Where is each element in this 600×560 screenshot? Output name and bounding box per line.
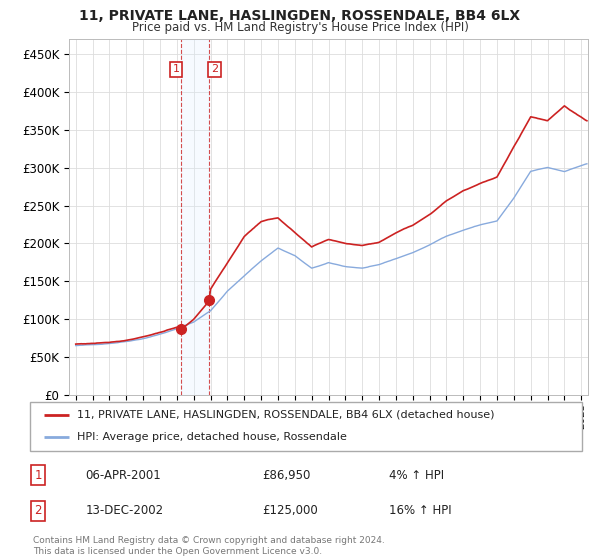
Text: 4% ↑ HPI: 4% ↑ HPI [389,469,444,482]
Text: 11, PRIVATE LANE, HASLINGDEN, ROSSENDALE, BB4 6LX (detached house): 11, PRIVATE LANE, HASLINGDEN, ROSSENDALE… [77,410,494,420]
Text: Price paid vs. HM Land Registry's House Price Index (HPI): Price paid vs. HM Land Registry's House … [131,21,469,35]
Bar [181,39,209,395]
Text: 2: 2 [211,64,218,74]
Text: 16% ↑ HPI: 16% ↑ HPI [389,505,451,517]
Text: 1: 1 [173,64,179,74]
Text: 06-APR-2001: 06-APR-2001 [85,469,161,482]
Text: 13-DEC-2002: 13-DEC-2002 [85,505,163,517]
Text: £125,000: £125,000 [262,505,317,517]
Text: 2: 2 [35,505,42,517]
Text: 1: 1 [35,469,42,482]
Text: Contains HM Land Registry data © Crown copyright and database right 2024.
This d: Contains HM Land Registry data © Crown c… [33,536,385,556]
Text: HPI: Average price, detached house, Rossendale: HPI: Average price, detached house, Ross… [77,432,347,442]
Text: 11, PRIVATE LANE, HASLINGDEN, ROSSENDALE, BB4 6LX: 11, PRIVATE LANE, HASLINGDEN, ROSSENDALE… [79,9,521,23]
Text: £86,950: £86,950 [262,469,310,482]
